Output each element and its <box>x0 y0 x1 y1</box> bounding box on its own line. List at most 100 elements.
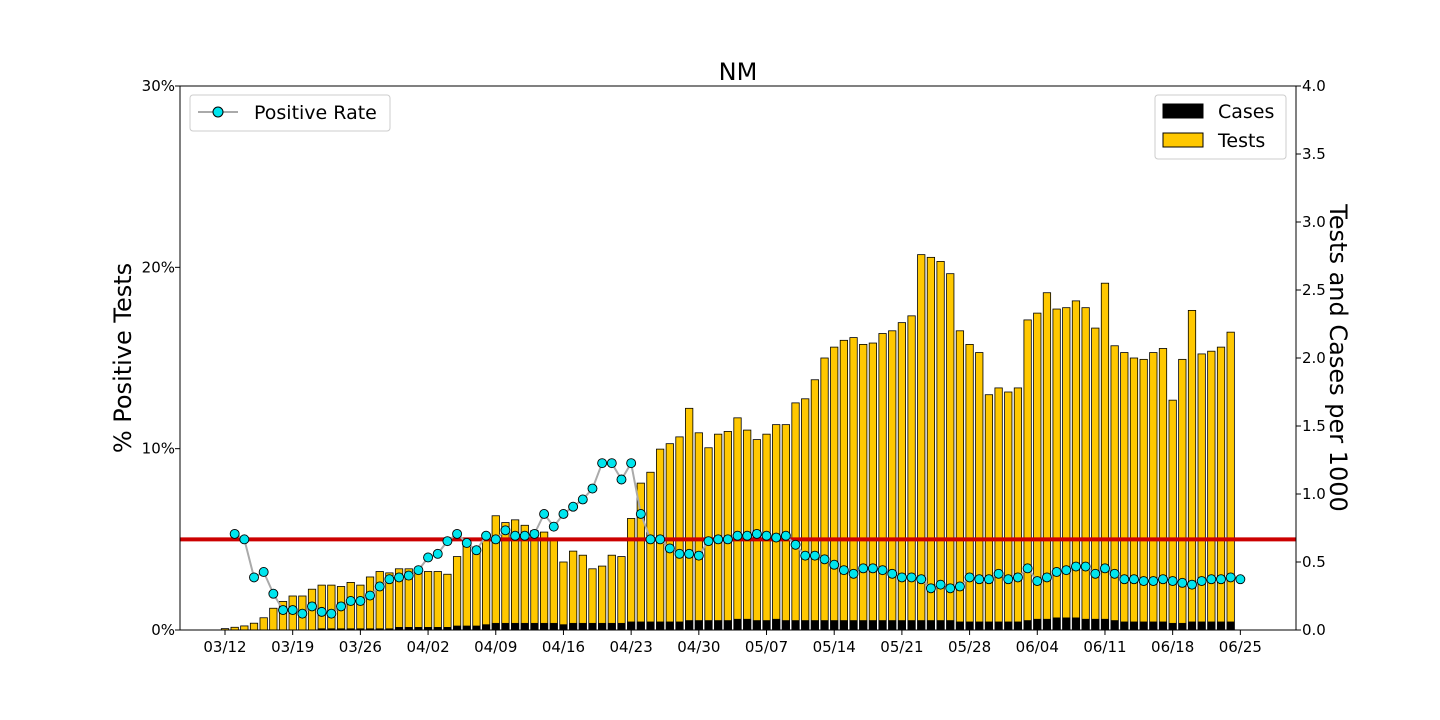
positive-rate-point <box>587 483 598 494</box>
x-tick-label: 04/02 <box>406 638 449 656</box>
y-left-tick-label: 30% <box>142 77 175 95</box>
positive-rate-point <box>993 568 1004 579</box>
tests-bar <box>665 443 674 631</box>
cases-bar <box>917 620 926 631</box>
y-right-tick-label: 4.0 <box>1302 77 1326 95</box>
positive-rate-point <box>751 528 762 539</box>
cases-bar <box>810 620 819 631</box>
tests-bar <box>868 342 877 631</box>
cases-bar <box>897 620 906 631</box>
x-tick-label: 06/04 <box>1016 638 1059 656</box>
cases-bar <box>984 621 993 631</box>
tests-bar <box>1062 307 1071 631</box>
x-tick-label: 05/28 <box>948 638 991 656</box>
x-tick-label: 04/23 <box>610 638 653 656</box>
tests-bar <box>1100 282 1110 631</box>
positive-rate-point <box>297 608 308 619</box>
cases-bar <box>1120 621 1129 631</box>
tests-bar <box>443 573 452 631</box>
tests-bar <box>946 273 955 631</box>
tests-bar <box>1120 352 1129 631</box>
tests-bar <box>897 322 907 631</box>
positive-rate-point <box>1080 561 1091 572</box>
positive-rate-point <box>365 590 375 601</box>
positive-rate-point <box>838 565 849 576</box>
positive-rate-point <box>336 601 346 612</box>
tests-bar <box>1091 327 1100 631</box>
y-left-tick-label: 20% <box>142 258 175 276</box>
tests-bar <box>859 343 868 631</box>
positive-rate-point <box>1071 561 1081 572</box>
positive-rate-point <box>664 543 675 554</box>
tests-bar <box>839 339 848 631</box>
cases-bar <box>714 620 723 631</box>
cases-bar <box>1101 618 1109 631</box>
tests-bar <box>491 515 500 631</box>
tests-bar <box>791 402 800 631</box>
positive-rate-point <box>713 534 724 545</box>
tests-bar <box>1226 331 1235 631</box>
tests-bar <box>646 471 655 631</box>
positive-rate-point <box>761 530 772 541</box>
positive-rate-point <box>829 559 840 570</box>
cases-bar <box>1013 621 1022 631</box>
cases-bar <box>453 625 462 631</box>
positive-rate-point <box>597 458 608 469</box>
tests-bar <box>1013 387 1023 631</box>
positive-rate-point <box>519 530 530 541</box>
cases-bar <box>530 622 539 631</box>
tests-bar <box>781 424 790 631</box>
cases-bar <box>1130 621 1138 631</box>
tests-bar <box>1207 350 1216 631</box>
tests-bar <box>994 387 1003 631</box>
positive-rate-point <box>606 458 617 469</box>
cases-bar <box>1159 621 1167 631</box>
positive-rate-point <box>896 572 907 583</box>
positive-rate-point <box>1100 563 1110 574</box>
cases-bar <box>501 622 510 631</box>
axes-layer: 03/12 03/19 03/26 04/02 04/09 04/16 04/23 04/30… <box>142 77 1326 656</box>
cases-bar <box>965 621 974 631</box>
y-left-tick-label: 0% <box>151 621 175 639</box>
tests-bar <box>820 357 829 631</box>
cases-bar <box>685 620 694 631</box>
positive-rate-point <box>626 458 637 469</box>
tests-bar <box>675 436 684 631</box>
tests-bar <box>1023 319 1032 631</box>
cases-bar <box>549 622 558 631</box>
positive-rate-point <box>1032 576 1043 586</box>
cases-bar <box>646 621 655 631</box>
cases-bar <box>1023 620 1032 631</box>
positive-rate-point <box>1022 563 1033 574</box>
cases-bar <box>743 618 752 631</box>
cases-bar <box>559 624 568 631</box>
positive-rate-point <box>423 552 434 563</box>
tests-bar <box>723 431 732 631</box>
positive-rate-point <box>887 568 898 579</box>
tests-bar <box>578 554 587 631</box>
positive-rate-point <box>374 581 385 592</box>
positive-rate-point <box>1187 579 1197 590</box>
tests-bar <box>540 531 549 631</box>
cases-bar <box>1139 621 1148 631</box>
cases-bar <box>723 620 732 631</box>
tests-bar <box>1129 357 1139 631</box>
cases-bar <box>907 620 916 631</box>
positive-rate-point <box>693 550 704 561</box>
cases-bar <box>511 622 520 631</box>
positive-rate-point <box>1138 576 1149 586</box>
tests-bar <box>346 582 355 631</box>
positive-rate-point <box>790 539 801 550</box>
cases-bar <box>1004 621 1013 631</box>
positive-rate-point <box>278 605 288 616</box>
positive-rate-point <box>635 508 646 519</box>
positive-rate-point <box>558 508 569 519</box>
tests-bar <box>772 424 781 631</box>
cases-bar <box>1188 621 1196 631</box>
positive-rate-point <box>500 525 511 536</box>
positive-rate-point <box>1206 574 1217 585</box>
legend-tests-swatch <box>1162 132 1204 148</box>
positive-rate-point <box>529 528 540 539</box>
positive-rate-point <box>742 530 753 541</box>
